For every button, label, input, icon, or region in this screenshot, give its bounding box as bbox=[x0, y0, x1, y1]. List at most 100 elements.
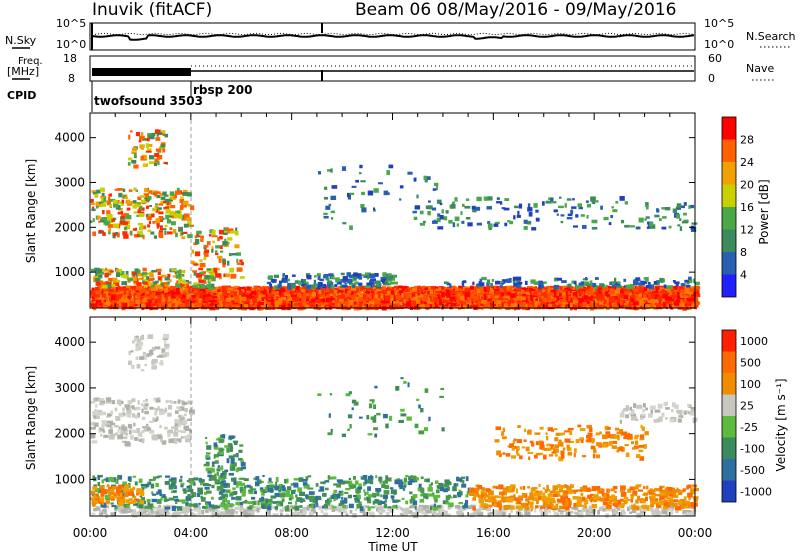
data-cell bbox=[278, 290, 283, 296]
data-cell bbox=[448, 287, 452, 293]
freq-left-tick-top: 18 bbox=[63, 52, 77, 65]
data-cell bbox=[394, 290, 398, 296]
data-cell bbox=[613, 305, 619, 310]
data-cell bbox=[676, 287, 681, 291]
data-cell bbox=[590, 297, 597, 300]
data-cell bbox=[653, 297, 660, 300]
data-cell bbox=[143, 287, 150, 292]
data-cell bbox=[276, 296, 280, 299]
data-cell bbox=[354, 286, 360, 289]
data-cell bbox=[575, 290, 579, 294]
data-cell bbox=[114, 294, 121, 299]
data-cell bbox=[388, 288, 394, 292]
data-cell bbox=[525, 305, 529, 309]
data-cell bbox=[472, 299, 478, 304]
data-cell bbox=[688, 295, 692, 299]
data-cell bbox=[655, 286, 662, 290]
data-cell bbox=[427, 302, 431, 306]
data-cell bbox=[673, 288, 677, 293]
data-cell bbox=[636, 304, 640, 309]
data-cell bbox=[192, 292, 198, 297]
data-cell bbox=[282, 294, 288, 298]
data-cell bbox=[683, 303, 687, 306]
data-cell bbox=[274, 290, 279, 295]
data-cell bbox=[337, 293, 342, 296]
data-cell bbox=[567, 291, 570, 296]
noise-right-tick-bottom: 10^0 bbox=[704, 38, 734, 51]
data-cell bbox=[346, 298, 352, 302]
data-cell bbox=[516, 300, 520, 305]
data-cell bbox=[100, 304, 104, 308]
data-cell bbox=[633, 304, 636, 310]
data-cell bbox=[301, 293, 305, 296]
data-cell bbox=[95, 300, 102, 305]
data-cell bbox=[429, 296, 432, 301]
data-cell bbox=[588, 303, 593, 307]
data-cell bbox=[200, 300, 205, 303]
data-cell bbox=[132, 304, 136, 309]
data-cell bbox=[667, 302, 671, 306]
freq-right-tick-bottom: 0 bbox=[708, 72, 715, 85]
data-cell bbox=[241, 289, 245, 294]
data-cell bbox=[91, 287, 94, 292]
data-cell bbox=[212, 292, 216, 295]
data-cell bbox=[528, 292, 533, 295]
data-cell bbox=[294, 290, 298, 293]
data-cell bbox=[90, 290, 95, 293]
data-cell bbox=[634, 286, 640, 290]
data-cell bbox=[559, 286, 562, 291]
data-cell bbox=[363, 287, 366, 292]
data-cell bbox=[209, 301, 214, 306]
freq-label-line2: [MHz] bbox=[7, 65, 39, 78]
noise-left-tick-bottom: 10^0 bbox=[56, 38, 86, 51]
data-cell bbox=[113, 305, 119, 310]
data-cell bbox=[449, 305, 453, 310]
data-cell bbox=[295, 287, 302, 291]
data-cell bbox=[180, 304, 186, 308]
data-cell bbox=[320, 296, 323, 300]
data-cell bbox=[581, 304, 587, 310]
data-cell bbox=[535, 298, 542, 304]
data-cell bbox=[630, 305, 635, 309]
data-cell bbox=[692, 295, 697, 299]
data-cell bbox=[471, 299, 475, 303]
data-cell bbox=[390, 297, 394, 303]
data-cell bbox=[255, 291, 258, 296]
data-cell bbox=[343, 299, 346, 303]
data-cell bbox=[658, 294, 665, 298]
noise-left-tick-top: 10^5 bbox=[56, 17, 86, 30]
data-cell bbox=[495, 286, 500, 291]
data-cell bbox=[593, 301, 598, 304]
data-cell bbox=[634, 293, 641, 298]
data-cell bbox=[298, 294, 305, 299]
data-cell bbox=[673, 305, 677, 309]
noise-right-label: N.Search bbox=[746, 30, 796, 43]
data-cell bbox=[647, 294, 652, 297]
data-cell bbox=[105, 305, 110, 309]
data-cell bbox=[556, 296, 563, 301]
data-cell bbox=[291, 303, 297, 309]
data-cell bbox=[135, 304, 142, 309]
data-cell bbox=[651, 302, 655, 305]
frequency-panel: Freq. [MHz] 18 8 60 0 Nave CPID twofsoun… bbox=[7, 52, 775, 112]
data-cell bbox=[460, 304, 463, 308]
data-cell bbox=[489, 300, 495, 303]
data-cell bbox=[374, 290, 380, 295]
data-cell bbox=[254, 298, 260, 302]
data-cell bbox=[316, 304, 323, 309]
data-cell bbox=[235, 287, 241, 292]
data-cell bbox=[215, 291, 219, 295]
data-cell bbox=[450, 294, 454, 297]
data-cell bbox=[458, 285, 464, 290]
data-cell bbox=[394, 285, 399, 289]
freq-label-line1: Freq. bbox=[18, 56, 43, 67]
data-cell bbox=[249, 297, 255, 300]
data-cell bbox=[676, 304, 680, 308]
noise-panel: N.Sky 10^5 10^0 10^5 10^0 N.Search bbox=[5, 17, 796, 51]
noise-search-trace bbox=[91, 32, 695, 36]
data-cell bbox=[92, 301, 99, 304]
cpid-label: CPID bbox=[7, 89, 36, 102]
data-cell bbox=[113, 289, 119, 293]
